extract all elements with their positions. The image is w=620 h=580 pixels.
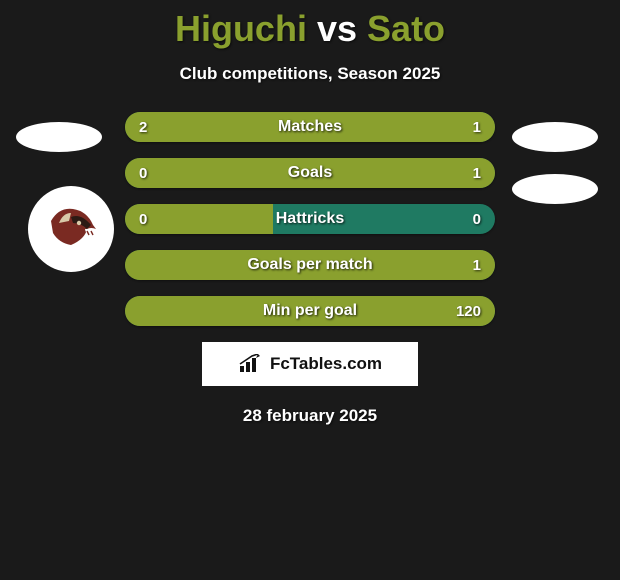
stat-row: 1Goals per match <box>125 250 495 280</box>
player2-badge-oval-2 <box>512 174 598 204</box>
coyote-icon <box>41 199 101 259</box>
brand-badge[interactable]: FcTables.com <box>202 342 418 386</box>
stat-value-left: 0 <box>139 204 147 234</box>
subtitle: Club competitions, Season 2025 <box>0 64 620 84</box>
stat-fill-left <box>125 112 347 142</box>
stat-fill-right <box>125 296 495 326</box>
brand-text: FcTables.com <box>270 354 382 374</box>
player1-name: Higuchi <box>175 8 307 49</box>
stat-fill-right <box>192 158 495 188</box>
stat-value-left: 2 <box>139 112 147 142</box>
stat-value-left: 0 <box>139 158 147 188</box>
bar-chart-icon <box>238 354 264 374</box>
stat-value-right: 1 <box>473 112 481 142</box>
stat-fill-left <box>125 158 192 188</box>
player1-badge-oval <box>16 122 102 152</box>
stat-row: 01Goals <box>125 158 495 188</box>
stat-row: 21Matches <box>125 112 495 142</box>
player2-name: Sato <box>367 8 445 49</box>
player1-team-logo <box>28 186 114 272</box>
stat-row: 00Hattricks <box>125 204 495 234</box>
stat-value-right: 0 <box>473 204 481 234</box>
vs-separator: vs <box>317 8 357 49</box>
comparison-title: Higuchi vs Sato <box>0 0 620 50</box>
player2-badge-oval <box>512 122 598 152</box>
stat-row: 120Min per goal <box>125 296 495 326</box>
generated-date: 28 february 2025 <box>0 406 620 426</box>
stat-value-right: 120 <box>456 296 481 326</box>
stat-value-right: 1 <box>473 250 481 280</box>
stat-value-right: 1 <box>473 158 481 188</box>
stats-stage: 21Matches01Goals00Hattricks1Goals per ma… <box>0 112 620 326</box>
stat-rows: 21Matches01Goals00Hattricks1Goals per ma… <box>125 112 495 326</box>
stat-fill-right <box>125 250 495 280</box>
